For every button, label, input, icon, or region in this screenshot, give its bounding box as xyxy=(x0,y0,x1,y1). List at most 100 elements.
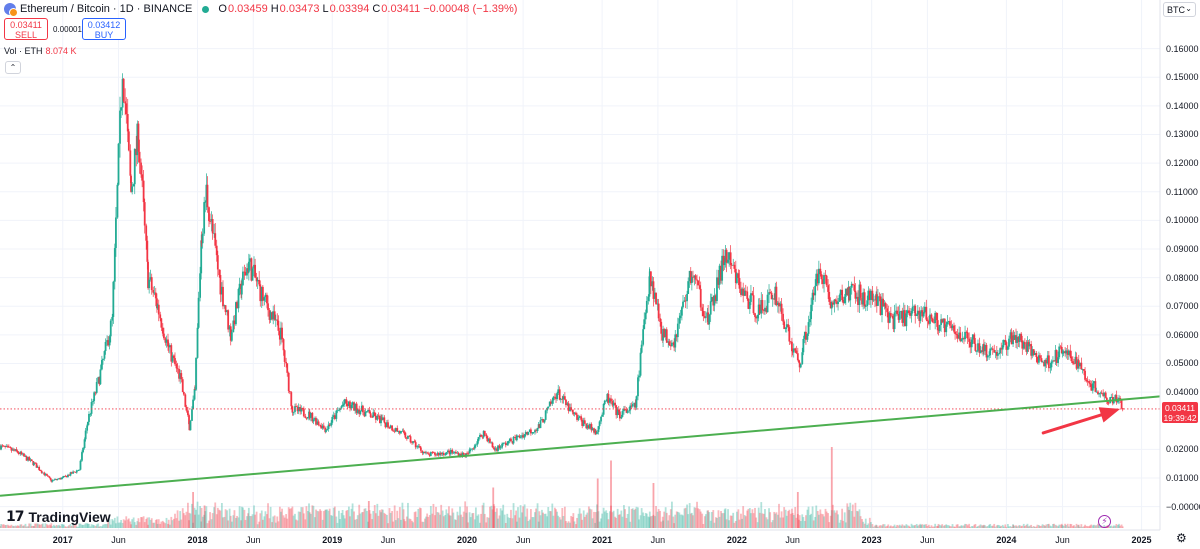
candle-body xyxy=(827,285,829,292)
volume-bar xyxy=(517,507,519,528)
volume-bar xyxy=(791,513,794,528)
volume-bar xyxy=(725,519,728,528)
volume-bar xyxy=(521,512,523,528)
candle-body xyxy=(243,271,246,273)
volume-bar xyxy=(401,502,404,528)
volume-bar xyxy=(664,507,667,528)
candle-body xyxy=(663,329,666,338)
candle-body xyxy=(990,348,993,350)
volume-bar xyxy=(179,511,182,528)
volume-bar xyxy=(468,512,471,528)
candle-body xyxy=(870,290,872,300)
volume-bar xyxy=(193,507,196,528)
volume-bar xyxy=(935,526,938,528)
volume-bar xyxy=(871,524,874,528)
candle-body xyxy=(557,389,560,394)
volume-bar xyxy=(792,515,795,528)
candle-body xyxy=(449,449,452,455)
volume-spike xyxy=(830,447,833,528)
candle-body xyxy=(843,296,846,304)
candle-body xyxy=(729,252,732,265)
volume-bar xyxy=(136,521,139,528)
candle-body xyxy=(16,450,19,453)
volume-bar xyxy=(614,516,616,528)
candle-body xyxy=(949,321,951,326)
candle-body xyxy=(603,400,606,405)
candle-body xyxy=(960,339,963,342)
y-tick-label: 0.05000 xyxy=(1166,358,1199,369)
candle-body xyxy=(665,329,668,343)
candle-body xyxy=(363,412,366,417)
trendline[interactable] xyxy=(0,395,1161,497)
candle-body xyxy=(854,290,857,299)
candle-body xyxy=(347,401,350,407)
candle-body xyxy=(712,297,715,306)
candle-body xyxy=(830,302,833,309)
volume-bar xyxy=(1043,525,1045,528)
volume-bar xyxy=(349,516,351,528)
candle-body xyxy=(1035,353,1038,358)
volume-bar xyxy=(332,507,335,528)
symbol-title[interactable]: Ethereum / Bitcoin · 1D · BINANCE xyxy=(20,3,193,15)
volume-bar xyxy=(940,525,942,528)
volume-bar xyxy=(1040,525,1043,528)
volume-bar xyxy=(833,510,836,528)
candle-body xyxy=(522,435,525,438)
candle-body xyxy=(122,78,125,102)
candle-body xyxy=(13,449,15,451)
candle-body xyxy=(892,316,895,330)
volume-bar xyxy=(1012,524,1014,528)
candle-body xyxy=(722,255,725,266)
volume-bar xyxy=(1075,523,1078,528)
candle-body xyxy=(822,279,824,285)
volume-bar xyxy=(331,515,334,528)
candle-body xyxy=(776,302,779,306)
candle-body xyxy=(1030,344,1033,356)
candle-body xyxy=(964,331,966,340)
buy-button[interactable]: 0.03412 BUY xyxy=(82,18,126,40)
volume-bar xyxy=(268,518,271,528)
candle-body xyxy=(507,441,510,444)
candle-body xyxy=(601,414,604,417)
volume-bar xyxy=(766,519,769,528)
volume-bar xyxy=(583,516,586,528)
currency-select[interactable]: BTC ⌄ xyxy=(1163,2,1196,17)
volume-bar xyxy=(369,513,372,528)
volume-bar xyxy=(610,505,612,528)
gear-icon[interactable]: ⚙ xyxy=(1176,531,1187,545)
candle-body xyxy=(295,406,297,407)
candle-body xyxy=(811,292,814,305)
volume-bar xyxy=(618,514,621,528)
volume-bar xyxy=(1088,526,1091,528)
volume-bar xyxy=(308,512,311,528)
sell-button[interactable]: 0.03411 SELL xyxy=(4,18,48,40)
volume-bar xyxy=(667,520,670,528)
candle-body xyxy=(436,452,439,455)
candle-body xyxy=(369,413,372,417)
volume-bar xyxy=(575,524,577,528)
volume-bar xyxy=(643,515,646,528)
volume-bar xyxy=(929,526,931,528)
volume-bar xyxy=(374,513,377,528)
candle-body xyxy=(1033,353,1036,356)
volume-bar xyxy=(1044,525,1047,528)
tradingview-logo[interactable]: 17 TradingView xyxy=(6,509,111,525)
candle-body xyxy=(548,401,551,407)
lightning-icon[interactable]: ⚡ xyxy=(1098,515,1111,528)
volume-bar xyxy=(514,515,516,528)
volume-bar xyxy=(602,507,605,528)
arrow-annotation[interactable] xyxy=(1041,407,1121,435)
candle-body xyxy=(551,400,554,404)
collapse-legend-button[interactable]: ⌃ xyxy=(5,61,21,74)
volume-label: Vol · ETH xyxy=(4,46,43,56)
volume-bar xyxy=(665,512,668,528)
candle-body xyxy=(969,341,972,348)
candle-body xyxy=(462,453,465,454)
candle-body xyxy=(621,411,624,417)
volume-bar xyxy=(201,516,204,528)
volume-bar xyxy=(264,511,267,528)
volume-bar xyxy=(73,524,76,528)
volume-bar xyxy=(895,526,897,528)
candle-body xyxy=(771,298,774,300)
